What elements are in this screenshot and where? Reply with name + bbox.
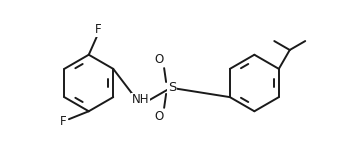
Text: F: F (60, 115, 66, 128)
Text: F: F (95, 23, 102, 37)
Text: NH: NH (132, 93, 150, 106)
Text: S: S (168, 82, 176, 94)
Text: O: O (155, 110, 164, 123)
Text: O: O (155, 53, 164, 66)
